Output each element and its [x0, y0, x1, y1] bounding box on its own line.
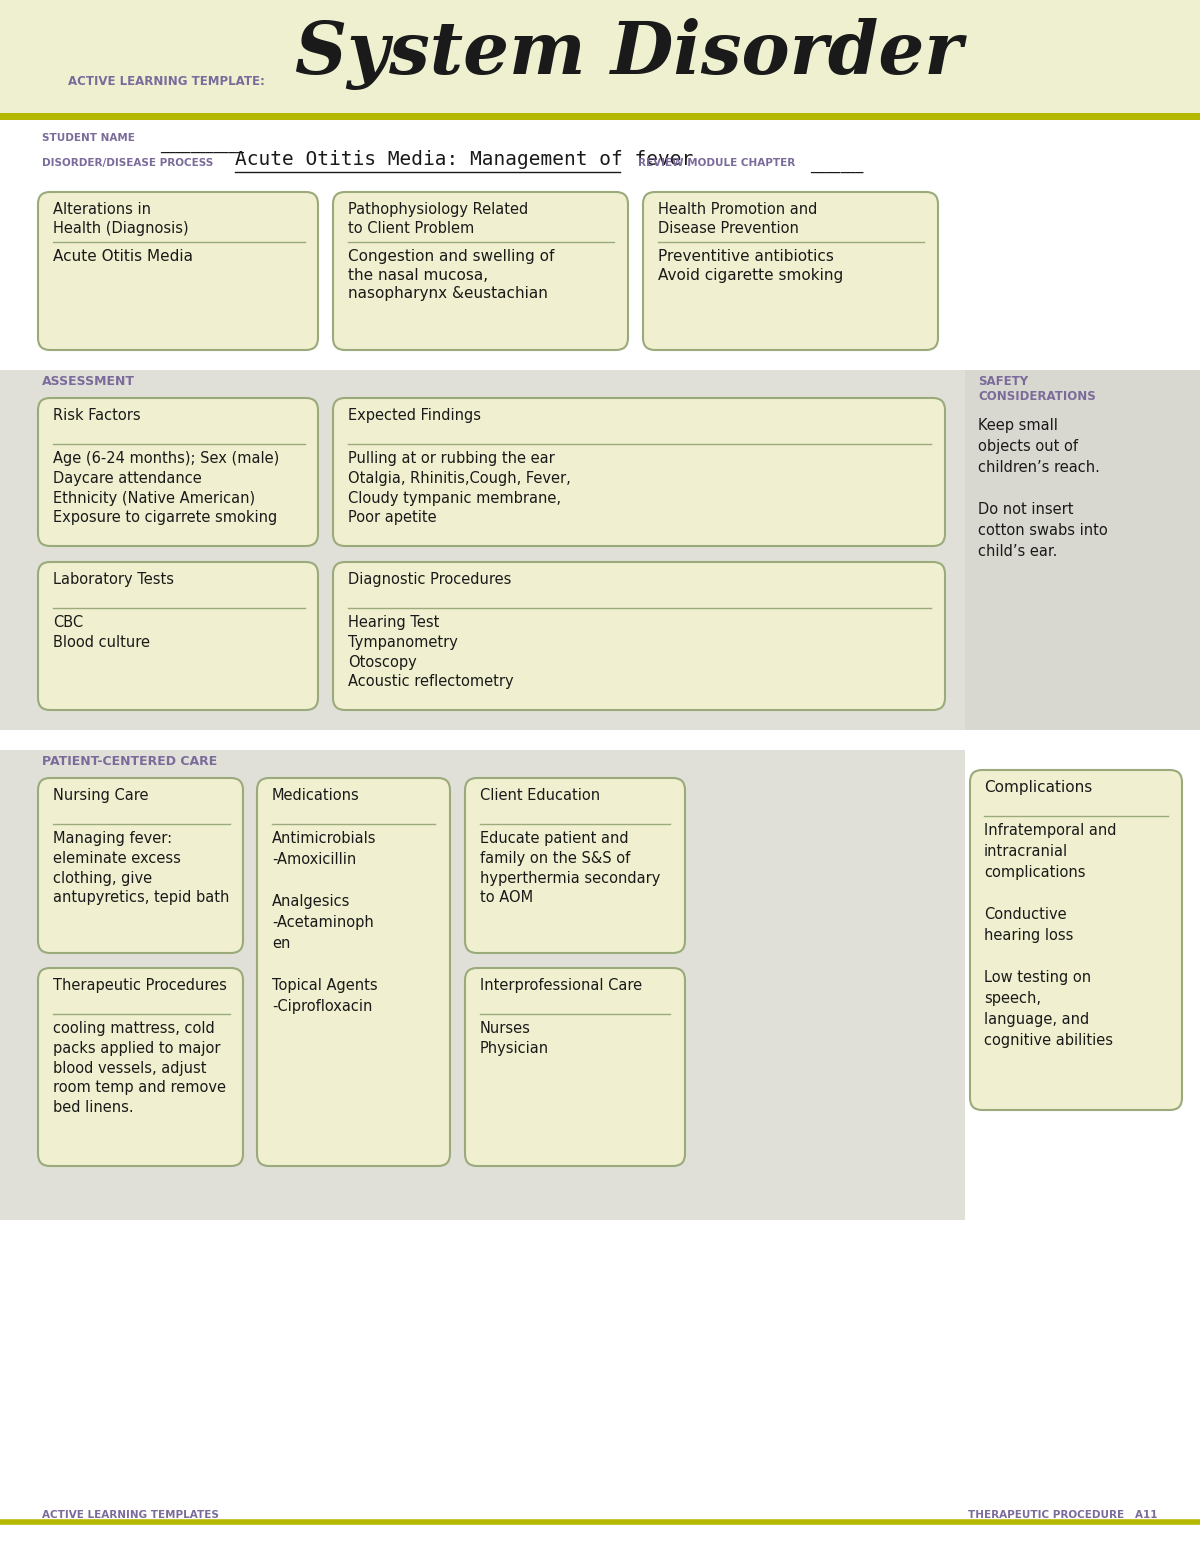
Text: Educate patient and
family on the S&S of
hyperthermia secondary
to AOM: Educate patient and family on the S&S of… — [480, 831, 660, 905]
Text: Acute Otitis Media: Acute Otitis Media — [53, 248, 193, 264]
Text: Risk Factors: Risk Factors — [53, 408, 140, 422]
Text: PATIENT-CENTERED CARE: PATIENT-CENTERED CARE — [42, 755, 217, 769]
Bar — [0, 113, 1200, 120]
Text: cooling mattress, cold
packs applied to major
blood vessels, adjust
room temp an: cooling mattress, cold packs applied to … — [53, 1020, 226, 1115]
Text: Alterations in
Health (Diagnosis): Alterations in Health (Diagnosis) — [53, 202, 188, 236]
FancyBboxPatch shape — [466, 968, 685, 1166]
Text: Pathophysiology Related
to Client Problem: Pathophysiology Related to Client Proble… — [348, 202, 528, 236]
Text: Medications: Medications — [272, 787, 360, 803]
Bar — [0, 750, 965, 1221]
Text: Interprofessional Care: Interprofessional Care — [480, 978, 642, 992]
Text: ACTIVE LEARNING TEMPLATES: ACTIVE LEARNING TEMPLATES — [42, 1510, 218, 1520]
Text: CBC
Blood culture: CBC Blood culture — [53, 615, 150, 649]
Text: Preventitive antibiotics
Avoid cigarette smoking: Preventitive antibiotics Avoid cigarette… — [658, 248, 844, 283]
Text: Diagnostic Procedures: Diagnostic Procedures — [348, 572, 511, 587]
Text: Nurses
Physician: Nurses Physician — [480, 1020, 550, 1056]
FancyBboxPatch shape — [334, 562, 946, 710]
Text: Therapeutic Procedures: Therapeutic Procedures — [53, 978, 227, 992]
Text: Nursing Care: Nursing Care — [53, 787, 149, 803]
Text: DISORDER/DISEASE PROCESS: DISORDER/DISEASE PROCESS — [42, 158, 214, 168]
FancyBboxPatch shape — [38, 778, 242, 954]
Text: Infratemporal and
intracranial
complications

Conductive
hearing loss

Low testi: Infratemporal and intracranial complicat… — [984, 823, 1116, 1048]
Text: ___________: ___________ — [160, 138, 244, 154]
Text: Expected Findings: Expected Findings — [348, 408, 481, 422]
Text: THERAPEUTIC PROCEDURE   A11: THERAPEUTIC PROCEDURE A11 — [968, 1510, 1158, 1520]
Text: Client Education: Client Education — [480, 787, 600, 803]
FancyBboxPatch shape — [38, 968, 242, 1166]
Text: Health Promotion and
Disease Prevention: Health Promotion and Disease Prevention — [658, 202, 817, 236]
Text: STUDENT NAME: STUDENT NAME — [42, 134, 134, 143]
Bar — [0, 370, 965, 730]
Text: Congestion and swelling of
the nasal mucosa,
nasopharynx &eustachian: Congestion and swelling of the nasal muc… — [348, 248, 554, 301]
FancyBboxPatch shape — [334, 398, 946, 547]
Text: Managing fever:
eleminate excess
clothing, give
antupyretics, tepid bath: Managing fever: eleminate excess clothin… — [53, 831, 229, 905]
Text: Acute Otitis Media: Management of fever: Acute Otitis Media: Management of fever — [235, 151, 694, 169]
FancyBboxPatch shape — [38, 398, 318, 547]
FancyBboxPatch shape — [38, 193, 318, 349]
Text: Hearing Test
Tympanometry
Otoscopy
Acoustic reflectometry: Hearing Test Tympanometry Otoscopy Acous… — [348, 615, 514, 690]
Text: Antimicrobials
-Amoxicillin

Analgesics
-Acetaminoph
en

Topical Agents
-Ciprofl: Antimicrobials -Amoxicillin Analgesics -… — [272, 831, 378, 1014]
Text: Complications: Complications — [984, 780, 1092, 795]
Text: SAFETY
CONSIDERATIONS: SAFETY CONSIDERATIONS — [978, 374, 1096, 402]
Bar — [965, 370, 1200, 730]
FancyBboxPatch shape — [257, 778, 450, 1166]
Text: Keep small
objects out of
children’s reach.

Do not insert
cotton swabs into
chi: Keep small objects out of children’s rea… — [978, 418, 1108, 559]
Text: ASSESSMENT: ASSESSMENT — [42, 374, 134, 388]
Text: Age (6-24 months); Sex (male)
Daycare attendance
Ethnicity (Native American)
Exp: Age (6-24 months); Sex (male) Daycare at… — [53, 450, 280, 525]
Text: _______: _______ — [810, 158, 863, 172]
Text: ACTIVE LEARNING TEMPLATE:: ACTIVE LEARNING TEMPLATE: — [68, 75, 265, 89]
Bar — [0, 0, 1200, 115]
Text: Pulling at or rubbing the ear
Otalgia, Rhinitis,Cough, Fever,
Cloudy tympanic me: Pulling at or rubbing the ear Otalgia, R… — [348, 450, 571, 525]
Text: REVIEW MODULE CHAPTER: REVIEW MODULE CHAPTER — [638, 158, 796, 168]
Text: System Disorder: System Disorder — [295, 19, 962, 90]
FancyBboxPatch shape — [466, 778, 685, 954]
FancyBboxPatch shape — [643, 193, 938, 349]
FancyBboxPatch shape — [38, 562, 318, 710]
Text: Laboratory Tests: Laboratory Tests — [53, 572, 174, 587]
FancyBboxPatch shape — [334, 193, 628, 349]
FancyBboxPatch shape — [970, 770, 1182, 1110]
